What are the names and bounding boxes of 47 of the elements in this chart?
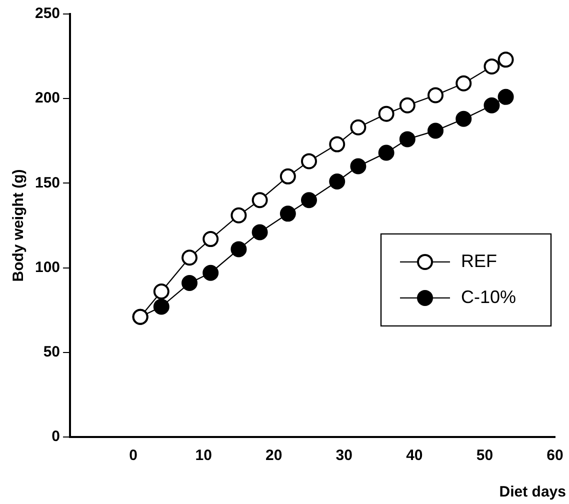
point bbox=[329, 136, 346, 152]
y-axis-title: Body weight (g) bbox=[10, 169, 28, 282]
point bbox=[252, 192, 268, 208]
point bbox=[153, 283, 170, 300]
x-tick-label: 10 bbox=[195, 447, 212, 464]
point bbox=[399, 97, 416, 114]
point bbox=[428, 122, 444, 139]
point bbox=[456, 110, 472, 127]
point bbox=[301, 192, 317, 208]
legend-label: REF bbox=[461, 250, 498, 271]
point bbox=[378, 106, 394, 122]
y-tick-label: 50 bbox=[43, 344, 60, 361]
x-axis-title: Diet days bbox=[499, 484, 566, 501]
point bbox=[378, 144, 394, 161]
x-tick-label: 60 bbox=[546, 447, 564, 464]
point bbox=[153, 298, 170, 315]
x-tick-label: 30 bbox=[336, 447, 352, 464]
y-tick-label: 250 bbox=[34, 5, 60, 22]
point bbox=[498, 88, 514, 105]
y-tick-label: 0 bbox=[52, 428, 60, 446]
point bbox=[484, 58, 500, 74]
point bbox=[202, 264, 219, 281]
point bbox=[498, 52, 514, 68]
point bbox=[230, 207, 247, 224]
point bbox=[329, 174, 346, 190]
point bbox=[301, 153, 317, 170]
point bbox=[182, 275, 198, 292]
y-tick-label: 100 bbox=[34, 258, 60, 276]
point bbox=[399, 131, 416, 148]
x-tick-label: 20 bbox=[266, 447, 282, 464]
point bbox=[428, 87, 444, 104]
point bbox=[252, 224, 268, 240]
point bbox=[182, 250, 198, 266]
point bbox=[280, 206, 296, 222]
x-tick-label: 40 bbox=[406, 447, 423, 464]
y-tick-label: 200 bbox=[34, 90, 60, 107]
point bbox=[230, 241, 247, 258]
legend-label: C-10% bbox=[461, 286, 516, 307]
point bbox=[350, 119, 366, 136]
x-tick-label: 50 bbox=[476, 447, 494, 464]
x-tick-label: 0 bbox=[129, 447, 138, 464]
point bbox=[202, 231, 219, 248]
y-tick-label: 150 bbox=[34, 174, 60, 192]
point bbox=[456, 75, 472, 92]
point bbox=[350, 158, 366, 174]
point bbox=[484, 97, 500, 114]
point bbox=[280, 168, 296, 184]
